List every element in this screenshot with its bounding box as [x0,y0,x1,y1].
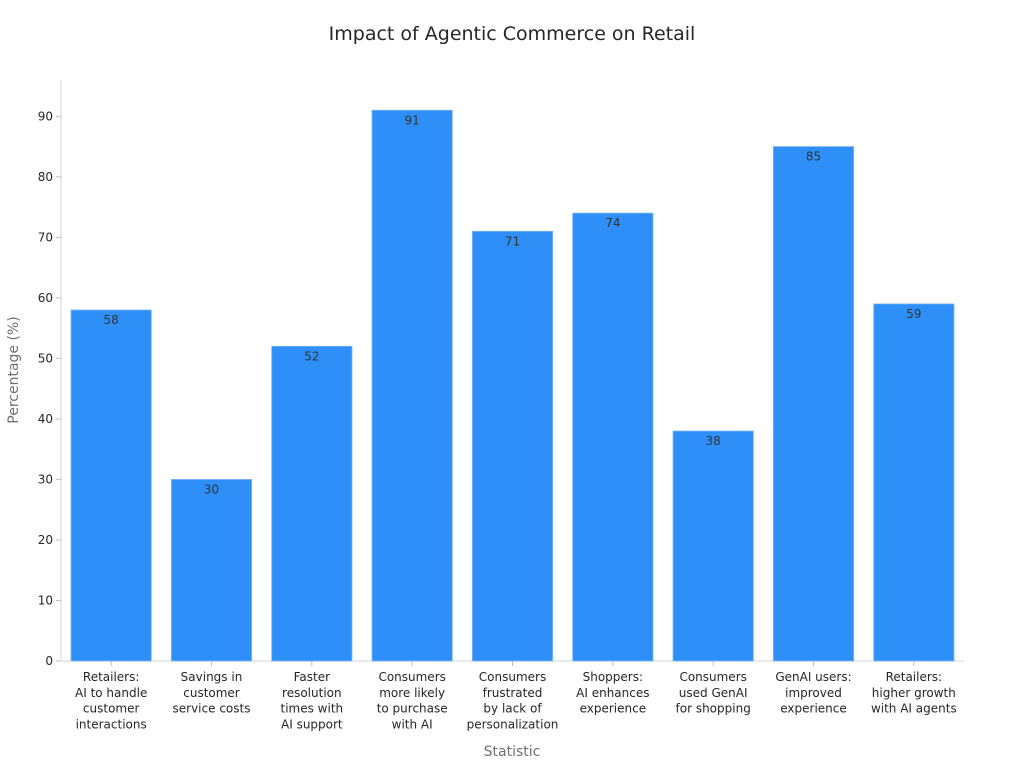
x-tick-label-line: with AI agents [871,702,957,716]
x-tick-label-line: Retailers: [83,670,140,684]
y-tick-label: 50 [38,351,53,365]
x-tick-label-line: higher growth [872,686,956,700]
data-label: 59 [906,307,921,321]
bars-group [70,109,955,662]
data-label: 91 [405,113,420,127]
x-axis-label: Statistic [484,744,541,760]
x-tick-label-line: Consumers [679,670,746,684]
y-tick-label: 60 [38,291,53,305]
bar [371,109,453,662]
x-tick-label-line: times with [281,702,344,716]
bar [170,479,253,662]
x-tick-label-line: Faster [294,670,330,684]
data-label: 30 [204,482,219,496]
x-tick-label-line: customer [183,686,240,700]
y-tick-label: 0 [45,654,53,668]
x-tick-label-line: with AI [392,717,433,731]
x-tick-label-line: GenAI users: [775,670,851,684]
bar [471,230,554,662]
y-tick-label: 40 [38,412,53,426]
x-tick-label-line: customer [83,702,140,716]
x-tick-label-line: AI to handle [75,686,147,700]
x-tick-label-line: improved [785,686,842,700]
x-tick-label-line: for shopping [676,702,751,716]
x-tick-label-line: AI support [281,717,343,731]
x-tick-label-line: Retailers: [886,670,943,684]
x-tick-label: Retailers: AI to handle customer interactio… [75,670,147,731]
x-tick-label: Retailers: higher growth with AI agents [871,670,957,716]
bar [672,430,754,662]
x-tick-label-line: frustrated [483,686,543,700]
data-label: 71 [505,234,520,248]
x-tick-label: Consumers frustrated by lack of personaliza… [467,670,559,731]
x-tick-label: Consumers more likely to purchase with AI [377,670,448,731]
x-tick-label: Savings in customer service costs [173,670,251,716]
data-label: 38 [706,434,721,448]
x-tick-label-line: by lack of [483,702,542,716]
bar [271,345,353,662]
data-label: 58 [104,313,119,327]
y-tick-label: 20 [38,533,53,547]
bar [70,309,152,662]
x-tick-label-line: experience [580,702,647,716]
data-labels-group: 58 30 52 91 71 74 38 85 59 [104,113,922,496]
bar [772,146,855,662]
x-tick-label-line: experience [780,702,847,716]
y-tick-label: 10 [38,593,53,607]
chart-title: Impact of Agentic Commerce on Retail [329,23,696,45]
x-tick-label-line: Consumers [479,670,546,684]
x-tick-label: Shoppers: AI enhances experience [576,670,649,716]
y-tick-label: 80 [38,170,53,184]
x-tick-label-line: Shoppers: [583,670,643,684]
bar [572,212,654,662]
category-labels-group: Retailers: AI to handle customer interactio… [75,670,957,731]
x-tick-label-line: Consumers [378,670,445,684]
x-tick-label-line: to purchase [377,702,448,716]
x-tick-label-line: service costs [173,702,251,716]
data-label: 52 [304,349,319,363]
x-tick-label-line: more likely [379,686,445,700]
y-tick-label: 30 [38,472,53,486]
y-axis-label: Percentage (%) [6,316,22,423]
x-tick-label: Consumers used GenAI for shopping [676,670,751,716]
x-tick-label: GenAI users: improved experience [775,670,851,716]
x-tick-label-line: AI enhances [576,686,649,700]
y-tick-label: 90 [38,109,53,123]
x-tick-label-line: interactions [76,717,147,731]
y-tick-label: 70 [38,230,53,244]
x-tick-label: Faster resolution times with AI support [281,670,344,731]
x-tick-label-line: used GenAI [679,686,748,700]
x-tick-label-line: Savings in [181,670,243,684]
data-label: 74 [605,216,620,230]
x-tick-label-line: personalization [467,717,559,731]
x-tick-label-line: resolution [282,686,342,700]
bar [873,303,955,662]
data-label: 85 [806,150,821,164]
